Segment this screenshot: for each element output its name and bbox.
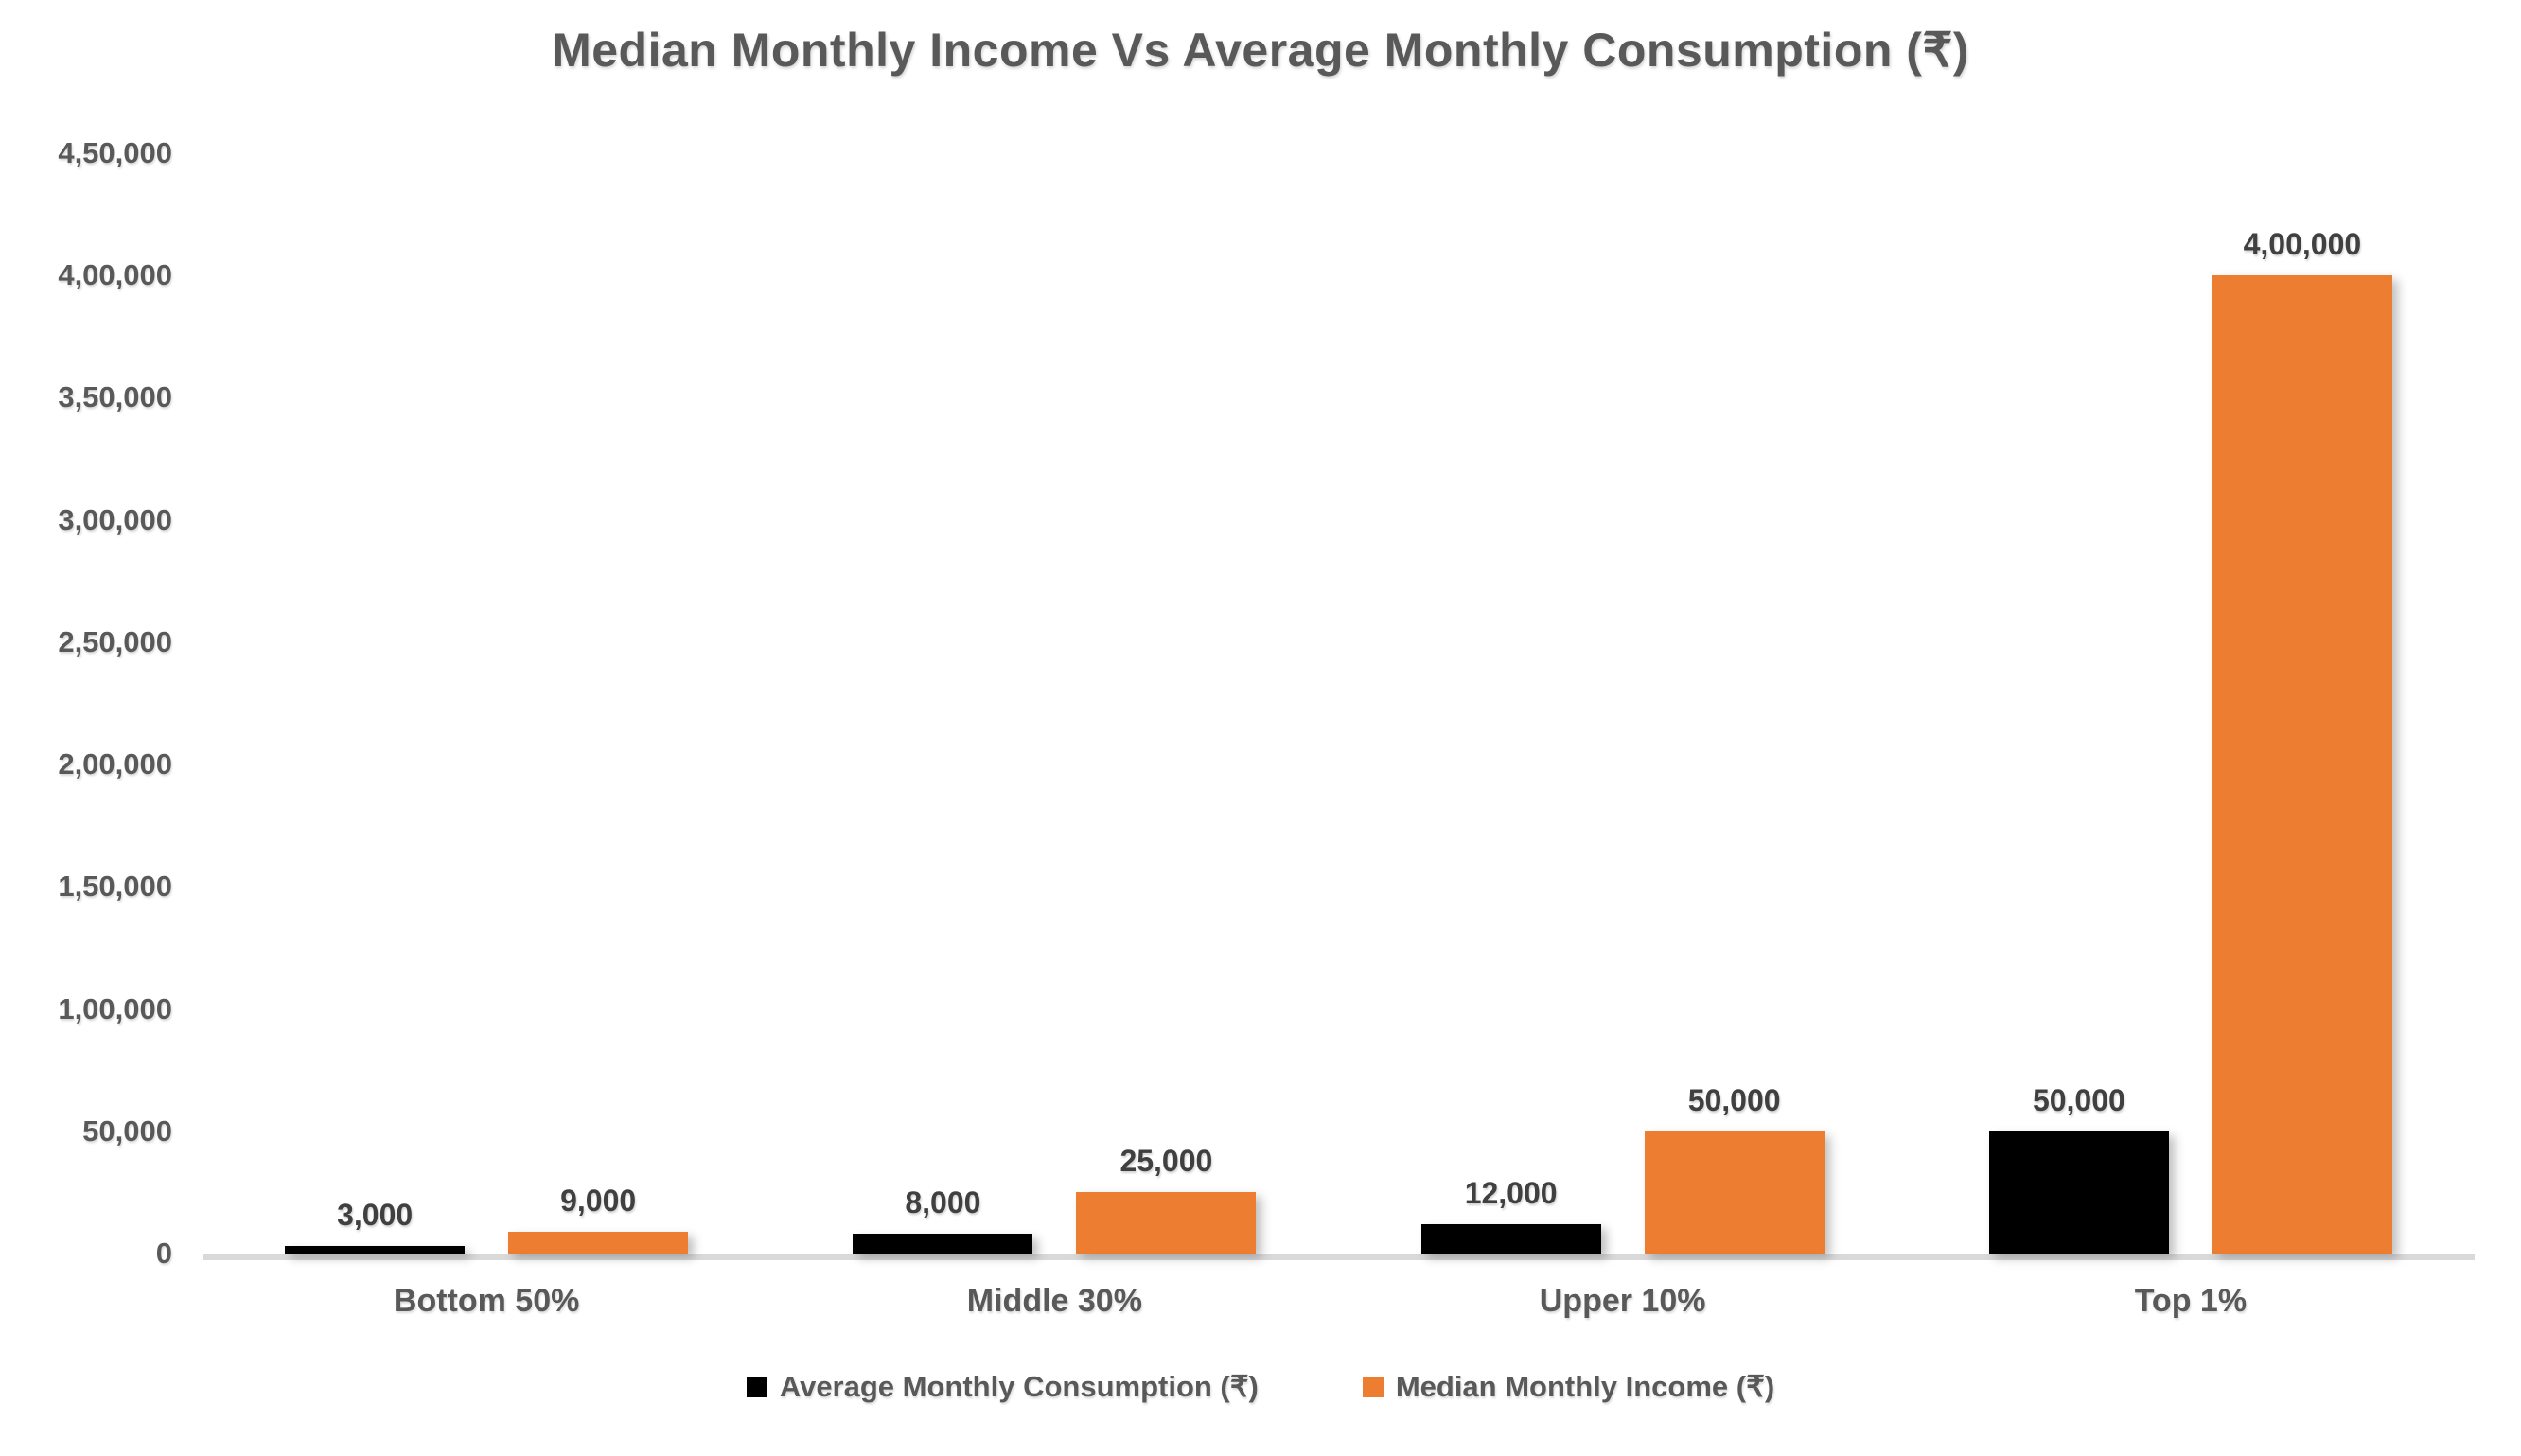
x-axis-category-upper-10: Upper 10% (1539, 1283, 1706, 1319)
legend-label-median-monthly-income: Median Monthly Income (₹) (1395, 1370, 1775, 1403)
legend-label-average-monthly-consumption: Average Monthly Consumption (₹) (779, 1370, 1259, 1403)
bar-median-monthly-income-middle-30 (1076, 1192, 1257, 1254)
data-label-average-monthly-consumption-bottom-50: 3,000 (337, 1198, 414, 1232)
bar-average-monthly-consumption-upper-10 (1420, 1224, 1601, 1254)
data-label-average-monthly-consumption-middle-30: 8,000 (905, 1185, 981, 1219)
bar-median-monthly-income-top-1 (2212, 275, 2392, 1254)
legend: Average Monthly Consumption (₹) Median Mo… (0, 1370, 2521, 1404)
y-axis-tick-label-3-00-000: 3,00,000 (58, 502, 172, 536)
legend-swatch-icon-median-monthly-income (1362, 1377, 1384, 1397)
y-axis-tick-label-2-50-000: 2,50,000 (58, 624, 172, 658)
x-axis-category-top-1: Top 1% (2134, 1283, 2248, 1319)
y-axis: 0 50,000 1,00,000 1,50,000 2,00,000 2,50,000 3… (0, 136, 172, 1270)
x-axis-category-middle-30: Middle 30% (966, 1283, 1142, 1319)
chart-title: Median Monthly Income Vs Average Monthly… (552, 24, 1969, 77)
data-label-median-monthly-income-middle-30: 25,000 (1119, 1144, 1213, 1178)
y-axis-tick-label-1-50-000: 1,50,000 (58, 869, 172, 903)
legend-swatch-icon-average-monthly-consumption (746, 1377, 767, 1397)
plot-area: 3,000 9,000 8,000 25,000 12,000 50,000 50,000 4… (203, 153, 2475, 1260)
y-axis-tick-label-2-00-000: 2,00,000 (58, 747, 172, 781)
bar-median-monthly-income-upper-10 (1644, 1131, 1825, 1254)
data-label-median-monthly-income-upper-10: 50,000 (1687, 1083, 1781, 1117)
x-axis-line (203, 1254, 2475, 1260)
data-label-median-monthly-income-bottom-50: 9,000 (560, 1184, 637, 1218)
y-axis-tick-label-3-50-000: 3,50,000 (58, 380, 172, 414)
y-axis-tick-label-4-00-000: 4,00,000 (58, 258, 172, 292)
legend-item-average-monthly-consumption: Average Monthly Consumption (₹) (746, 1370, 1259, 1404)
x-axis-category-bottom-50: Bottom 50% (393, 1283, 580, 1319)
data-label-median-monthly-income-top-1: 4,00,000 (2243, 227, 2362, 261)
bar-average-monthly-consumption-top-1 (1988, 1131, 2169, 1254)
bar-average-monthly-consumption-bottom-50 (285, 1246, 466, 1254)
data-label-average-monthly-consumption-upper-10: 12,000 (1464, 1176, 1558, 1210)
bar-median-monthly-income-bottom-50 (508, 1232, 689, 1254)
y-axis-tick-label-0: 0 (155, 1237, 172, 1270)
data-label-average-monthly-consumption-top-1: 50,000 (2032, 1083, 2125, 1117)
y-axis-tick-label-50-000: 50,000 (82, 1114, 172, 1148)
y-axis-tick-label-1-00-000: 1,00,000 (58, 991, 172, 1026)
y-axis-tick-label-4-50-000: 4,50,000 (58, 136, 172, 169)
legend-item-median-monthly-income: Median Monthly Income (₹) (1362, 1370, 1775, 1404)
bar-average-monthly-consumption-middle-30 (853, 1234, 1033, 1254)
x-axis: Bottom 50% Middle 30% Upper 10% Top 1% (203, 1283, 2475, 1334)
